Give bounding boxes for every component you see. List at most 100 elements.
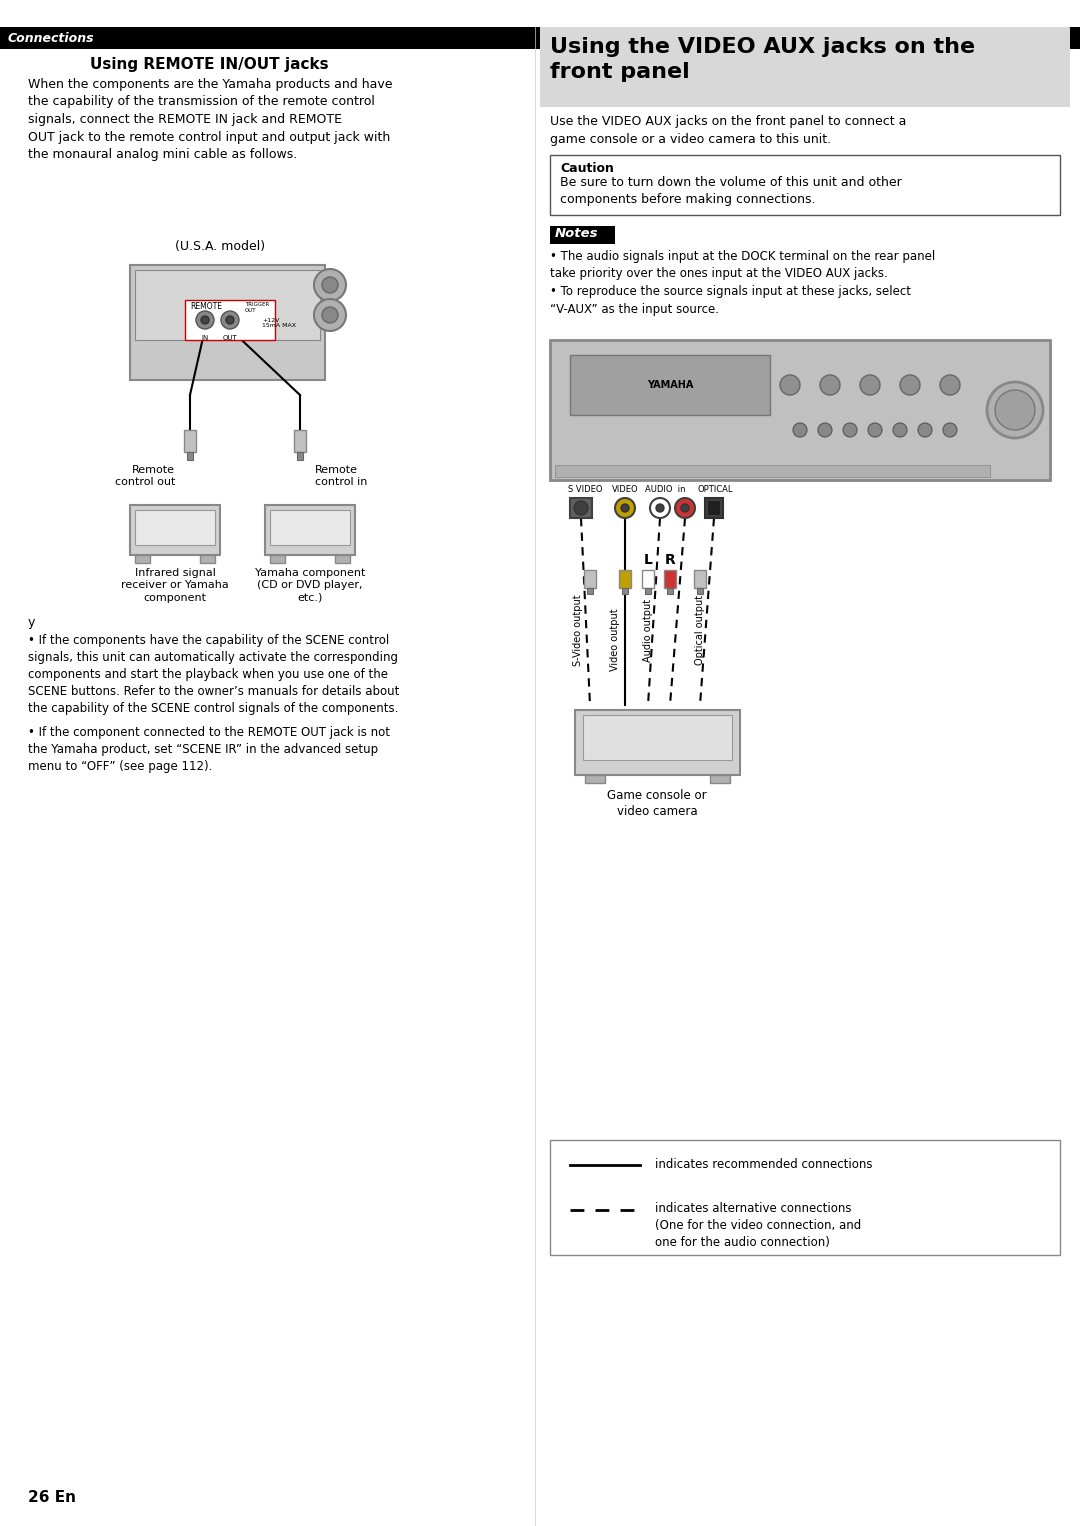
Text: Remote
control in: Remote control in [315,465,367,487]
Text: L: L [644,552,652,568]
Text: Use the VIDEO AUX jacks on the front panel to connect a
game console or a video : Use the VIDEO AUX jacks on the front pan… [550,114,906,145]
Bar [130,505,220,555]
Text: +12V
15mA MAX: +12V 15mA MAX [262,317,296,328]
Bar [270,555,285,563]
Text: Using REMOTE IN/OUT jacks: Using REMOTE IN/OUT jacks [90,56,328,72]
Bar [570,356,770,415]
Circle shape [900,375,920,395]
Bar [184,430,195,452]
Circle shape [843,423,858,436]
Circle shape [940,375,960,395]
Circle shape [221,311,239,330]
Text: S-Video output: S-Video output [573,594,583,665]
Bar [584,571,596,588]
Circle shape [195,311,214,330]
Bar [585,775,605,783]
Text: OUT: OUT [222,336,238,340]
Circle shape [893,423,907,436]
Bar [297,452,303,459]
Text: • The audio signals input at the DOCK terminal on the rear panel
take priority o: • The audio signals input at the DOCK te… [550,250,935,281]
Circle shape [918,423,932,436]
Circle shape [573,501,588,514]
Text: IN: IN [201,336,208,340]
Bar [200,555,215,563]
Circle shape [943,423,957,436]
Text: Game console or
video camera: Game console or video camera [607,789,706,818]
Text: Audio output: Audio output [643,598,653,662]
Bar [270,510,350,545]
Bar [555,465,990,478]
Text: OPTICAL: OPTICAL [698,485,732,494]
Circle shape [860,375,880,395]
Circle shape [656,504,664,513]
Text: 26 En: 26 En [28,1489,76,1505]
Bar [135,270,320,340]
Circle shape [322,307,338,324]
Bar [667,588,673,594]
Text: S VIDEO: S VIDEO [568,485,603,494]
Text: • To reproduce the source signals input at these jacks, select
“V-AUX” as the in: • To reproduce the source signals input … [550,285,912,316]
Bar [570,497,592,517]
Bar [0,27,1080,49]
Circle shape [675,497,696,517]
Text: • If the components have the capability of the SCENE control
signals, this unit : • If the components have the capability … [28,633,400,716]
Bar [550,340,1050,481]
Bar [550,226,615,244]
Circle shape [314,299,346,331]
Circle shape [650,497,670,517]
Bar [583,716,732,760]
Circle shape [615,497,635,517]
Bar [708,501,720,514]
Text: indicates recommended connections: indicates recommended connections [654,1158,873,1172]
Circle shape [820,375,840,395]
Text: YAMAHA: YAMAHA [647,380,693,391]
Bar [642,571,654,588]
Bar [550,156,1059,215]
Bar [645,588,651,594]
Bar [588,588,593,594]
Bar [694,571,706,588]
Bar [294,430,306,452]
Text: Connections: Connections [8,32,95,44]
Text: Notes: Notes [555,227,598,240]
Circle shape [868,423,882,436]
Text: y: y [28,617,36,629]
Text: • If the component connected to the REMOTE OUT jack is not
the Yamaha product, s: • If the component connected to the REMO… [28,726,390,774]
Bar [697,588,703,594]
Bar [710,775,730,783]
Text: Caution: Caution [561,162,613,175]
Bar [265,505,355,555]
Text: TRIGGER
OUT: TRIGGER OUT [245,302,269,313]
Text: VIDEO: VIDEO [611,485,638,494]
Circle shape [621,504,629,513]
Bar [619,571,631,588]
Bar [135,510,215,545]
Text: R: R [664,552,675,568]
Text: Infrared signal
receiver or Yamaha
component: Infrared signal receiver or Yamaha compo… [121,568,229,603]
Text: AUDIO  in: AUDIO in [645,485,685,494]
Text: Video output: Video output [610,609,620,671]
Text: Using the VIDEO AUX jacks on the
front panel: Using the VIDEO AUX jacks on the front p… [550,37,975,82]
Bar [130,266,325,380]
Bar [575,710,740,775]
Circle shape [314,269,346,301]
Circle shape [995,391,1035,430]
Bar [135,555,150,563]
Text: Be sure to turn down the volume of this unit and other
components before making : Be sure to turn down the volume of this … [561,175,902,206]
Text: Remote
control out: Remote control out [114,465,175,487]
Bar [335,555,350,563]
Bar [550,1140,1059,1254]
Circle shape [793,423,807,436]
Text: Optical output: Optical output [696,595,705,665]
Circle shape [681,504,689,513]
Circle shape [322,278,338,293]
Bar [540,27,1070,107]
Bar [664,571,676,588]
Circle shape [818,423,832,436]
Circle shape [201,316,210,324]
Text: (U.S.A. model): (U.S.A. model) [175,240,265,253]
Circle shape [780,375,800,395]
Bar [185,301,275,340]
Text: When the components are the Yamaha products and have
the capability of the trans: When the components are the Yamaha produ… [28,78,392,162]
Bar [705,497,723,517]
